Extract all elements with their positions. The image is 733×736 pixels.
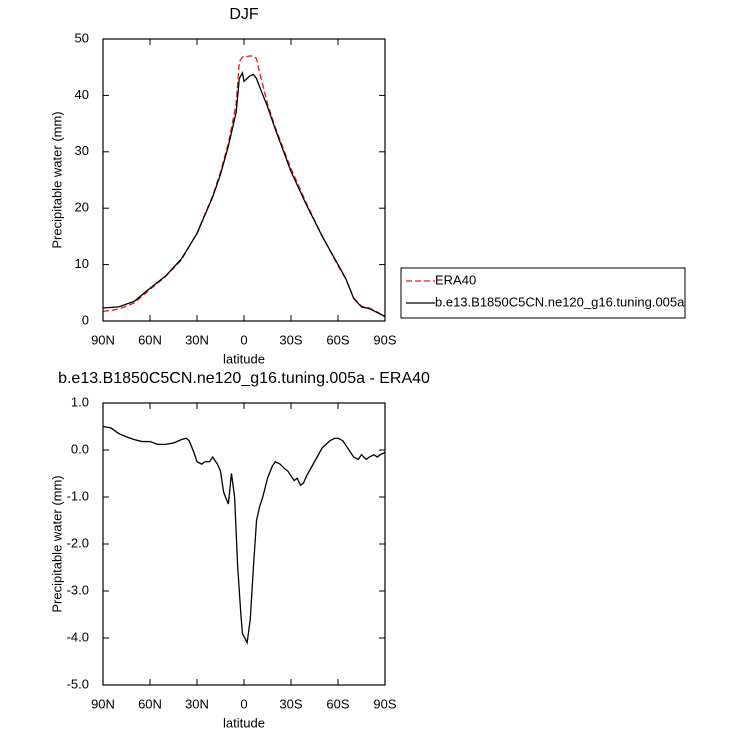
y-tick-label: -3.0	[67, 582, 89, 597]
x-tick-label: 60N	[138, 696, 162, 711]
x-tick-label: 90N	[91, 696, 115, 711]
data-line	[102, 55, 386, 318]
y-tick-label: -2.0	[67, 535, 89, 550]
y-axis-label: Precipitable water (mm)	[49, 111, 64, 248]
y-tick-label: -1.0	[67, 488, 89, 503]
x-axis-label: latitude	[223, 351, 265, 366]
y-tick-label: 40	[75, 87, 89, 102]
y-axis-label: Precipitable water (mm)	[49, 475, 64, 612]
x-tick-label: 0	[240, 332, 247, 347]
chart-title: DJF	[229, 6, 259, 23]
x-tick-label: 90S	[373, 332, 396, 347]
x-tick-label: 60S	[326, 332, 349, 347]
x-tick-label: 90N	[91, 332, 115, 347]
plot-frame	[102, 402, 386, 686]
legend-label: b.e13.B1850C5CN.ne120_g16.tuning.005a	[435, 294, 685, 309]
plot-frame	[102, 38, 386, 322]
data-line	[102, 425, 386, 645]
y-tick-label: 20	[75, 200, 89, 215]
x-axis-label: latitude	[223, 715, 265, 730]
y-tick-label: 0.0	[71, 441, 89, 456]
x-tick-label: 30S	[279, 696, 302, 711]
y-tick-label: -4.0	[67, 629, 89, 644]
chart-title: b.e13.B1850C5CN.ne120_g16.tuning.005a - …	[58, 370, 430, 387]
x-tick-label: 0	[240, 696, 247, 711]
legend-box	[400, 267, 686, 319]
y-tick-label: 10	[75, 256, 89, 271]
y-tick-label: 1.0	[71, 394, 89, 409]
x-tick-label: 30S	[279, 332, 302, 347]
y-tick-label: 0	[82, 312, 89, 327]
legend-label: ERA40	[435, 272, 476, 287]
x-tick-label: 60S	[326, 696, 349, 711]
x-tick-label: 30N	[185, 696, 209, 711]
x-tick-label: 30N	[185, 332, 209, 347]
x-tick-label: 60N	[138, 332, 162, 347]
x-tick-label: 90S	[373, 696, 396, 711]
y-tick-label: -5.0	[67, 676, 89, 691]
y-tick-label: 50	[75, 30, 89, 45]
data-line	[102, 70, 386, 318]
y-tick-label: 30	[75, 143, 89, 158]
